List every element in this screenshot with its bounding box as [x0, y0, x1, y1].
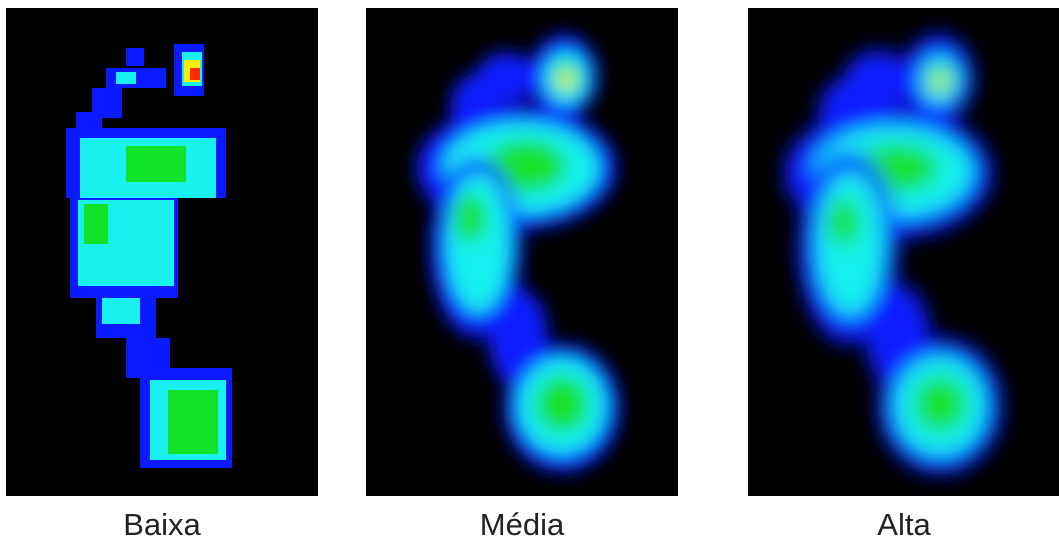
pressure-map-high [748, 8, 1059, 496]
label-baixa: Baixa [123, 507, 201, 542]
pressure-map-medium [366, 8, 678, 496]
foot-heatmap-low [66, 44, 232, 468]
label-alta: Alta [877, 507, 931, 542]
pressure-map-low [6, 8, 318, 496]
foot-heatmap-medium [416, 34, 620, 472]
label-media: Média [479, 507, 565, 542]
foot-heatmap-high [784, 34, 1002, 474]
